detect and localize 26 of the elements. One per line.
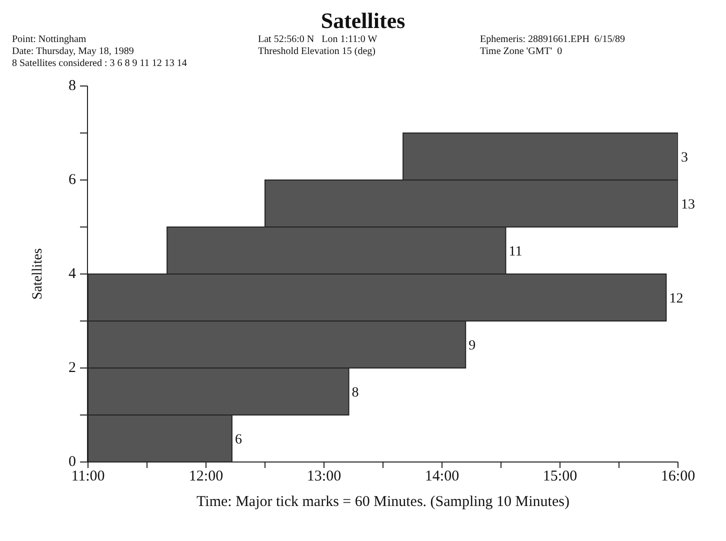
x-tick-label: 11:00 xyxy=(71,468,105,485)
text: Threshold Elevation 15 (deg) xyxy=(258,46,376,58)
x-tick-label: 13:00 xyxy=(306,468,342,485)
y-tick-label: 12 xyxy=(669,291,684,306)
x-axis-title: Time: Major tick marks = 60 Minutes. (Sampling 10 Minutes) xyxy=(196,494,570,510)
x-tick-label: 15:00 xyxy=(542,468,578,485)
y2-tick-label: 2 xyxy=(68,360,76,376)
text: Lat 52:56:0 N Lon 1:11:0 W xyxy=(258,34,378,46)
chart-title: Satellites xyxy=(320,8,406,34)
y2-axis-title: Satellites xyxy=(30,248,46,300)
text: Date: Thursday, May 18, 1989 xyxy=(12,46,135,58)
x-tick-label: 16:00 xyxy=(660,468,696,485)
y-tick-label: 11 xyxy=(508,244,522,260)
y2-tick-label: 0 xyxy=(68,454,76,470)
text: Point: Nottingham xyxy=(12,34,88,46)
y-tick-label: 9 xyxy=(468,338,476,354)
text: Ephemeris: 28891661.EPH 6/15/89 xyxy=(480,34,626,46)
y-tick-label: 13 xyxy=(681,197,695,212)
x-tick-label: 14:00 xyxy=(424,468,460,485)
y-tick-label: 3 xyxy=(681,150,688,166)
y2-tick-label: 4 xyxy=(68,266,76,282)
y2-tick-label: 8 xyxy=(68,78,76,94)
text: Time Zone 'GMT' 0 xyxy=(480,46,564,58)
y2-tick-label: 6 xyxy=(68,172,76,188)
text: 8 Satellites considered : 3 6 8 9 11 12 13 14 xyxy=(12,58,188,70)
x-tick-label: 12:00 xyxy=(188,468,224,485)
